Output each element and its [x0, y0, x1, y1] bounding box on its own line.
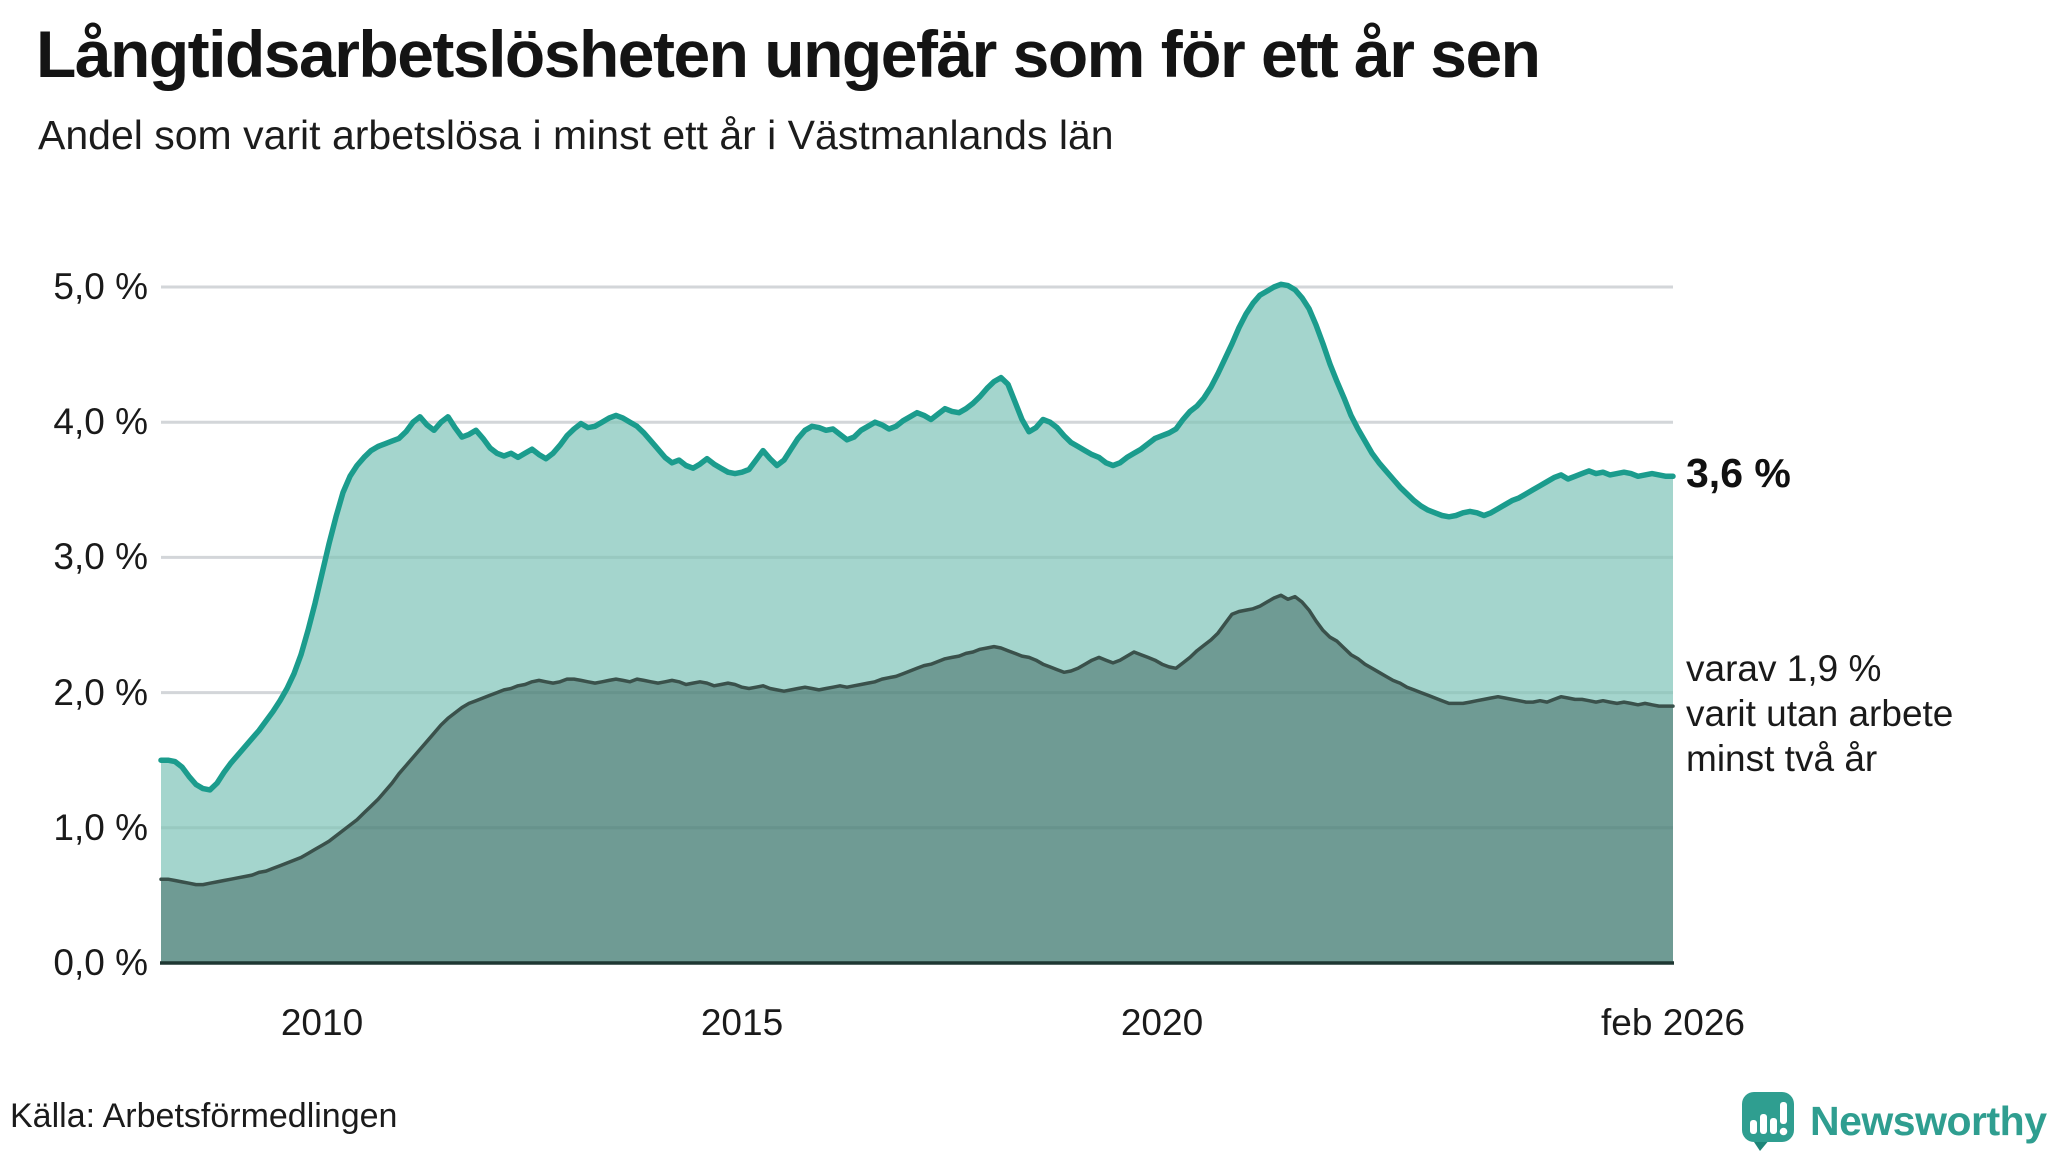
brand-logo: Newsworthy: [1740, 1090, 2047, 1152]
page-title: Långtidsarbetslösheten ungefär som för e…: [36, 17, 1541, 91]
gridlines-overlay: [161, 285, 1673, 830]
y-axis-tick-label: 3,0 %: [53, 536, 148, 578]
line-unemployed-1yr: [158, 281, 1676, 793]
source-credit: Källa: Arbetsförmedlingen: [10, 1097, 398, 1135]
x-axis-tick-label: 2015: [700, 1002, 784, 1043]
y-axis-tick-label: 5,0 %: [53, 266, 148, 307]
end-value-label: 3,6 %: [1686, 450, 1791, 497]
area-unemployed-2yr: [161, 595, 1673, 963]
y-axis-tick-label: 4,0 %: [53, 401, 148, 443]
end-note-line: minst två år: [1686, 738, 1878, 779]
y-axis-tick-label: 2,0 %: [53, 671, 148, 713]
x-axis-tick-label: feb 2026: [1600, 1002, 1746, 1043]
chart-subtitle: Andel som varit arbetslösa i minst ett å…: [38, 112, 1114, 158]
end-note-line: varit utan arbete: [1686, 693, 1954, 734]
brand-name: Newsworthy: [1810, 1097, 2047, 1144]
x-axis-tick-label: 2020: [1120, 1002, 1204, 1043]
x-axis-tick-label: 2010: [280, 1002, 364, 1043]
y-axis-tick-label: 1,0 %: [53, 806, 148, 848]
line-unemployed-2yr: [159, 593, 1675, 887]
newsworthy-icon: [1742, 1092, 1794, 1151]
y-axis-tick-label: 0,0 %: [53, 942, 148, 983]
end-note-annotation: varav 1,9 % varit utan arbete minst två år: [1686, 646, 1953, 781]
end-note-line: varav 1,9 %: [1686, 648, 1882, 689]
